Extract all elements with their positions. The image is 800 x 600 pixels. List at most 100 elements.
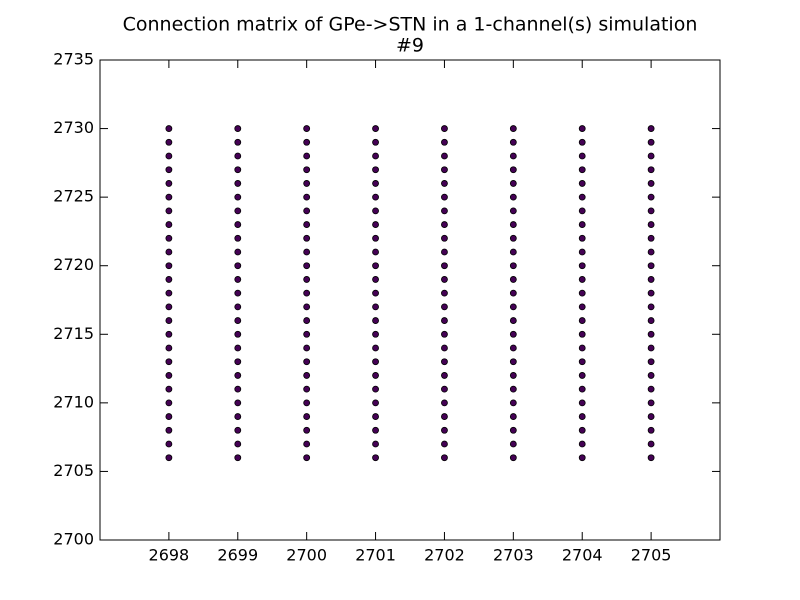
point — [303, 138, 311, 146]
x-tick-label: 2701 — [355, 546, 396, 565]
point — [372, 413, 379, 420]
point — [303, 221, 311, 228]
point — [165, 276, 173, 283]
point — [372, 234, 379, 242]
point — [303, 180, 311, 187]
point — [372, 385, 379, 393]
point — [165, 166, 173, 174]
point — [509, 166, 517, 174]
point — [578, 166, 586, 174]
point — [165, 330, 173, 338]
point — [647, 413, 655, 420]
point — [509, 385, 517, 393]
point — [578, 289, 586, 297]
point — [441, 330, 448, 338]
point — [509, 262, 517, 270]
x-tick-label: 2705 — [631, 546, 672, 565]
point — [441, 385, 448, 393]
point — [578, 426, 586, 434]
point — [234, 125, 242, 132]
point — [647, 440, 655, 448]
point — [303, 358, 311, 366]
point — [578, 221, 586, 228]
point — [372, 330, 379, 338]
point — [303, 289, 311, 297]
point — [234, 399, 242, 407]
point — [372, 426, 379, 434]
point — [578, 358, 586, 366]
point — [372, 262, 379, 270]
point — [647, 303, 655, 311]
point — [647, 234, 655, 242]
point — [441, 344, 448, 352]
point — [441, 399, 448, 407]
point — [509, 454, 517, 462]
point — [509, 207, 517, 215]
point — [578, 193, 586, 201]
point — [234, 234, 242, 242]
point — [647, 372, 655, 379]
point — [441, 358, 448, 366]
y-tick-label: 2720 — [53, 255, 94, 274]
point — [303, 303, 311, 311]
point — [372, 399, 379, 407]
point — [441, 440, 448, 448]
point — [372, 166, 379, 174]
point — [647, 138, 655, 146]
point — [303, 125, 311, 132]
point — [647, 385, 655, 393]
plot-frame — [99, 59, 721, 541]
point — [165, 221, 173, 228]
point — [578, 276, 586, 283]
point — [372, 344, 379, 352]
point — [165, 152, 173, 160]
point — [647, 454, 655, 462]
point — [303, 262, 311, 270]
point — [441, 207, 448, 215]
point — [647, 152, 655, 160]
point — [303, 426, 311, 434]
point — [578, 385, 586, 393]
point — [165, 440, 173, 448]
point — [578, 234, 586, 242]
point — [372, 152, 379, 160]
point — [165, 413, 173, 420]
point — [509, 317, 517, 324]
point — [303, 330, 311, 338]
x-tick-label: 2704 — [562, 546, 603, 565]
point — [234, 138, 242, 146]
point — [234, 207, 242, 215]
point — [441, 372, 448, 379]
point — [647, 399, 655, 407]
point — [647, 358, 655, 366]
point — [509, 276, 517, 283]
point — [234, 166, 242, 174]
point — [165, 262, 173, 270]
point — [509, 399, 517, 407]
point — [165, 303, 173, 311]
point — [234, 344, 242, 352]
point — [578, 454, 586, 462]
point — [165, 372, 173, 379]
point — [509, 303, 517, 311]
point — [441, 303, 448, 311]
point — [303, 166, 311, 174]
point — [647, 166, 655, 174]
x-tick-label: 2699 — [217, 546, 258, 565]
point — [441, 166, 448, 174]
point — [509, 221, 517, 228]
point — [578, 330, 586, 338]
point — [303, 207, 311, 215]
point — [441, 276, 448, 283]
point — [372, 207, 379, 215]
point — [303, 248, 311, 256]
point — [441, 317, 448, 324]
point — [647, 248, 655, 256]
point — [509, 330, 517, 338]
point — [578, 152, 586, 160]
point — [441, 413, 448, 420]
point — [165, 180, 173, 187]
point — [165, 317, 173, 324]
point — [234, 152, 242, 160]
point — [372, 303, 379, 311]
